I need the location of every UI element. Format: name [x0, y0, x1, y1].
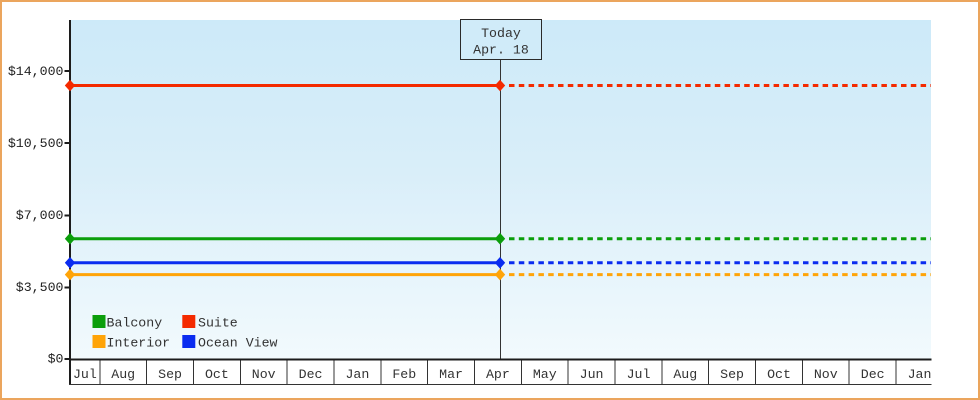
svg-text:Jul: Jul	[627, 367, 651, 382]
svg-text:Apr: Apr	[486, 367, 510, 382]
svg-text:Ocean View: Ocean View	[198, 336, 278, 351]
svg-text:Balcony: Balcony	[107, 316, 163, 331]
svg-text:Nov: Nov	[252, 367, 276, 382]
svg-text:Aug: Aug	[673, 367, 697, 382]
svg-text:Nov: Nov	[814, 367, 838, 382]
svg-text:Interior: Interior	[107, 336, 171, 351]
svg-text:Oct: Oct	[767, 367, 791, 382]
svg-text:$3,500: $3,500	[16, 280, 64, 295]
svg-text:Sep: Sep	[720, 367, 744, 382]
svg-text:Suite: Suite	[198, 316, 238, 331]
svg-text:$7,000: $7,000	[16, 208, 64, 223]
svg-text:Oct: Oct	[205, 367, 229, 382]
svg-text:$14,000: $14,000	[8, 64, 64, 79]
svg-text:Today: Today	[481, 26, 521, 41]
svg-text:May: May	[533, 367, 557, 382]
svg-text:Dec: Dec	[299, 367, 323, 382]
svg-text:Jan: Jan	[345, 367, 369, 382]
svg-text:Jan: Jan	[908, 367, 932, 382]
svg-text:Sep: Sep	[158, 367, 182, 382]
svg-text:Aug: Aug	[111, 367, 135, 382]
svg-text:Apr. 18: Apr. 18	[473, 43, 529, 58]
svg-text:Jul: Jul	[73, 367, 97, 382]
svg-text:Dec: Dec	[861, 367, 885, 382]
svg-text:Feb: Feb	[392, 367, 416, 382]
svg-text:$10,500: $10,500	[8, 136, 64, 151]
svg-text:Jun: Jun	[580, 367, 604, 382]
svg-text:$0: $0	[48, 352, 64, 367]
svg-text:Mar: Mar	[439, 367, 463, 382]
